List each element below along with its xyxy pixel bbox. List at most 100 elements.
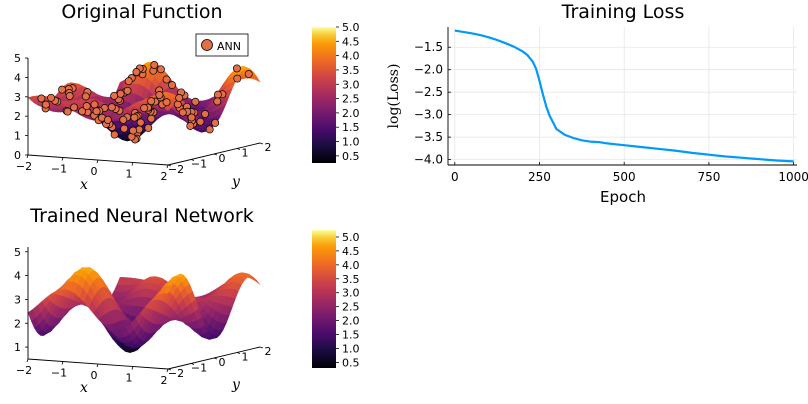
surface-facet bbox=[27, 96, 37, 101]
z-tick-label: 4 bbox=[14, 71, 21, 84]
data-point bbox=[162, 75, 171, 84]
y-tick-label: 0 bbox=[219, 356, 226, 369]
colorbar-tick-label: 3.5 bbox=[342, 64, 360, 77]
z-tick-label: 3 bbox=[14, 91, 21, 104]
y-tick-label: 2 bbox=[265, 141, 272, 154]
x-tick bbox=[96, 363, 99, 368]
chart-title: Training Loss bbox=[561, 1, 685, 23]
y-tick bbox=[167, 368, 172, 371]
data-point bbox=[136, 118, 145, 127]
data-point bbox=[103, 115, 112, 124]
data-point bbox=[147, 97, 156, 106]
data-point bbox=[107, 103, 116, 112]
z-tick-label: 5 bbox=[14, 246, 21, 259]
colorbar-tick-label: 3.0 bbox=[342, 287, 360, 300]
y-tick-label: −2 bbox=[168, 163, 184, 176]
y-tick bbox=[190, 159, 195, 161]
colorbar-tick-label: 2.5 bbox=[342, 93, 360, 106]
y-tick-label: 2 bbox=[265, 345, 272, 358]
x-axis-label: x bbox=[80, 177, 88, 193]
data-point bbox=[132, 68, 141, 76]
z-tick-label: 3 bbox=[14, 293, 21, 306]
surface-facet bbox=[252, 276, 261, 285]
panel-trained-network: Trained Neural Network −2 −1 0 1 2−2 −1 0 1 2123… bbox=[14, 205, 360, 396]
colorbar-tick-label: 4.5 bbox=[342, 35, 360, 48]
data-point bbox=[120, 124, 129, 133]
y-tick bbox=[167, 164, 172, 167]
colorbar-tick-label: 2.5 bbox=[342, 301, 360, 314]
y-tick bbox=[259, 346, 264, 349]
data-point bbox=[211, 118, 220, 127]
data-point bbox=[41, 100, 50, 109]
colorbar-tick-label: 4.0 bbox=[342, 259, 360, 272]
x-tick-label: −1 bbox=[51, 367, 67, 380]
data-point bbox=[155, 91, 164, 99]
data-point bbox=[124, 77, 133, 86]
colorbar-tick-label: 1.5 bbox=[342, 329, 360, 342]
y-tick-label: −1 bbox=[191, 158, 207, 171]
x-tick-label: 750 bbox=[697, 170, 720, 184]
data-point bbox=[47, 93, 56, 102]
y-axis-label: y bbox=[231, 377, 241, 393]
x-tick bbox=[131, 162, 134, 166]
data-point bbox=[233, 74, 242, 83]
x-axis-label: Epoch bbox=[600, 188, 646, 206]
colorbar: 0.51.01.52.02.53.03.54.04.55.0 bbox=[312, 230, 360, 369]
y-tick-label: −4.0 bbox=[414, 153, 443, 167]
data-point bbox=[201, 110, 210, 118]
x-tick bbox=[26, 154, 29, 159]
x-tick bbox=[61, 157, 64, 161]
data-point bbox=[90, 100, 99, 109]
x-tick-label: 250 bbox=[528, 170, 551, 184]
y-tick-label: 1 bbox=[242, 351, 249, 364]
x-tick bbox=[131, 366, 134, 370]
data-point bbox=[191, 97, 200, 106]
y-tick bbox=[213, 357, 218, 360]
data-point bbox=[196, 117, 205, 126]
x-tick-label: −2 bbox=[16, 364, 32, 377]
z-tick-label: 1 bbox=[14, 130, 21, 143]
data-point bbox=[130, 113, 139, 122]
colorbar-gradient bbox=[312, 27, 336, 163]
x-axis-label: x bbox=[80, 380, 88, 396]
colorbar-tick-label: 1.5 bbox=[342, 121, 360, 134]
x-tick bbox=[96, 159, 99, 164]
x-tick-label: −1 bbox=[51, 163, 67, 176]
z-tick-label: 2 bbox=[14, 317, 21, 330]
data-point bbox=[78, 107, 87, 116]
y-tick bbox=[236, 352, 241, 354]
y-axis-label: log(Loss) bbox=[386, 64, 402, 129]
data-point bbox=[82, 102, 91, 111]
colorbar-tick-label: 1.0 bbox=[342, 342, 360, 355]
colorbar-tick-label: 3.5 bbox=[342, 273, 360, 286]
data-point bbox=[140, 104, 149, 113]
scatter-series-ann bbox=[37, 61, 253, 144]
x-tick bbox=[26, 358, 29, 363]
data-point bbox=[156, 65, 165, 74]
colorbar-tick-label: 2.0 bbox=[342, 107, 360, 120]
y-tick-label: −3.5 bbox=[414, 130, 443, 144]
data-point bbox=[175, 94, 184, 102]
y-tick-label: 1 bbox=[242, 147, 249, 160]
data-point bbox=[144, 123, 153, 132]
data-point bbox=[70, 103, 79, 112]
data-point bbox=[147, 114, 156, 123]
legend: ANN bbox=[195, 33, 249, 57]
data-point bbox=[123, 86, 132, 95]
colorbar-tick-label: 4.5 bbox=[342, 245, 360, 258]
data-point bbox=[110, 130, 119, 139]
y-tick-label: −2.5 bbox=[414, 85, 443, 99]
x-tick-label: 1 bbox=[126, 168, 133, 181]
x-tick-label: 0 bbox=[451, 170, 459, 184]
y-axis-label: y bbox=[231, 174, 241, 190]
data-point bbox=[187, 113, 196, 122]
colorbar-tick-label: 5.0 bbox=[342, 231, 360, 244]
panel-training-loss: Training Loss 0 250 500 750 1000 −1.5 −2.0 −2.5… bbox=[386, 1, 808, 206]
x-tick-label: 1000 bbox=[778, 170, 808, 184]
data-point bbox=[81, 92, 90, 101]
colorbar-tick-label: 0.5 bbox=[342, 356, 360, 369]
colorbar-tick-label: 5.0 bbox=[342, 21, 360, 34]
y-tick bbox=[259, 142, 264, 145]
y-tick-label: −1.5 bbox=[414, 40, 443, 54]
